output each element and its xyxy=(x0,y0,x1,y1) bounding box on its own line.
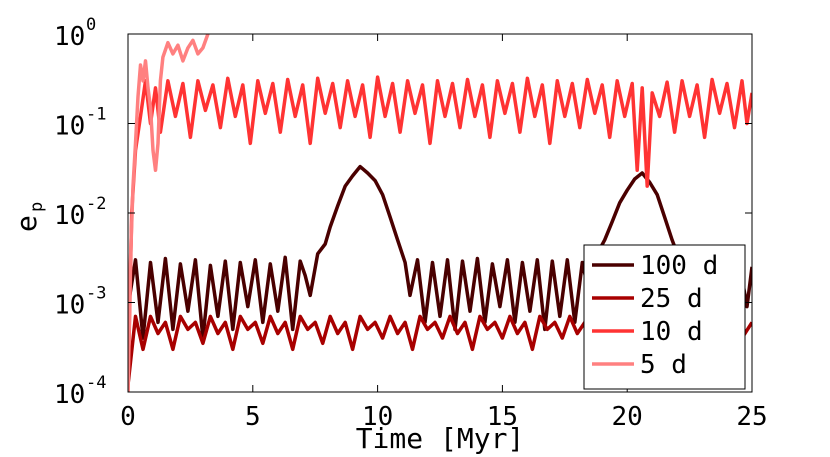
legend-label: 25 d xyxy=(640,284,703,314)
legend-label: 100 d xyxy=(640,251,718,281)
series-line-4 xyxy=(128,34,210,392)
x-axis-label: Time [Myr] xyxy=(356,422,525,455)
x-tick-label: 25 xyxy=(736,402,767,432)
y-axis-label-base: e xyxy=(10,215,43,232)
y-tick-exponent: -2 xyxy=(86,194,106,214)
y-tick-label: 10 xyxy=(54,380,85,410)
y-axis-label-subscript: p xyxy=(27,202,47,212)
x-tick-label: 0 xyxy=(120,402,136,432)
x-tick-label: 5 xyxy=(245,402,261,432)
y-tick-exponent: 0 xyxy=(86,15,96,35)
x-tick-label: 15 xyxy=(487,402,518,432)
y-tick-label: 10 xyxy=(54,201,85,231)
y-tick-label: 10 xyxy=(54,112,85,142)
y-tick-label: 10 xyxy=(54,22,85,52)
y-tick-exponent: -1 xyxy=(86,105,106,125)
y-axis-label: e p xyxy=(10,202,47,232)
legend: 100 d25 d10 d5 d xyxy=(583,244,746,390)
legend-label: 5 d xyxy=(640,350,687,380)
y-tick-label: 10 xyxy=(54,291,85,321)
x-tick-label: 10 xyxy=(362,402,393,432)
series-line-3 xyxy=(128,75,752,392)
y-tick-exponent: -4 xyxy=(86,373,106,393)
x-axis-ticks: 0 5 10 15 20 25 xyxy=(120,34,768,432)
legend-label: 10 d xyxy=(640,317,703,347)
x-tick-label: 20 xyxy=(612,402,643,432)
y-tick-exponent: -3 xyxy=(86,284,106,304)
